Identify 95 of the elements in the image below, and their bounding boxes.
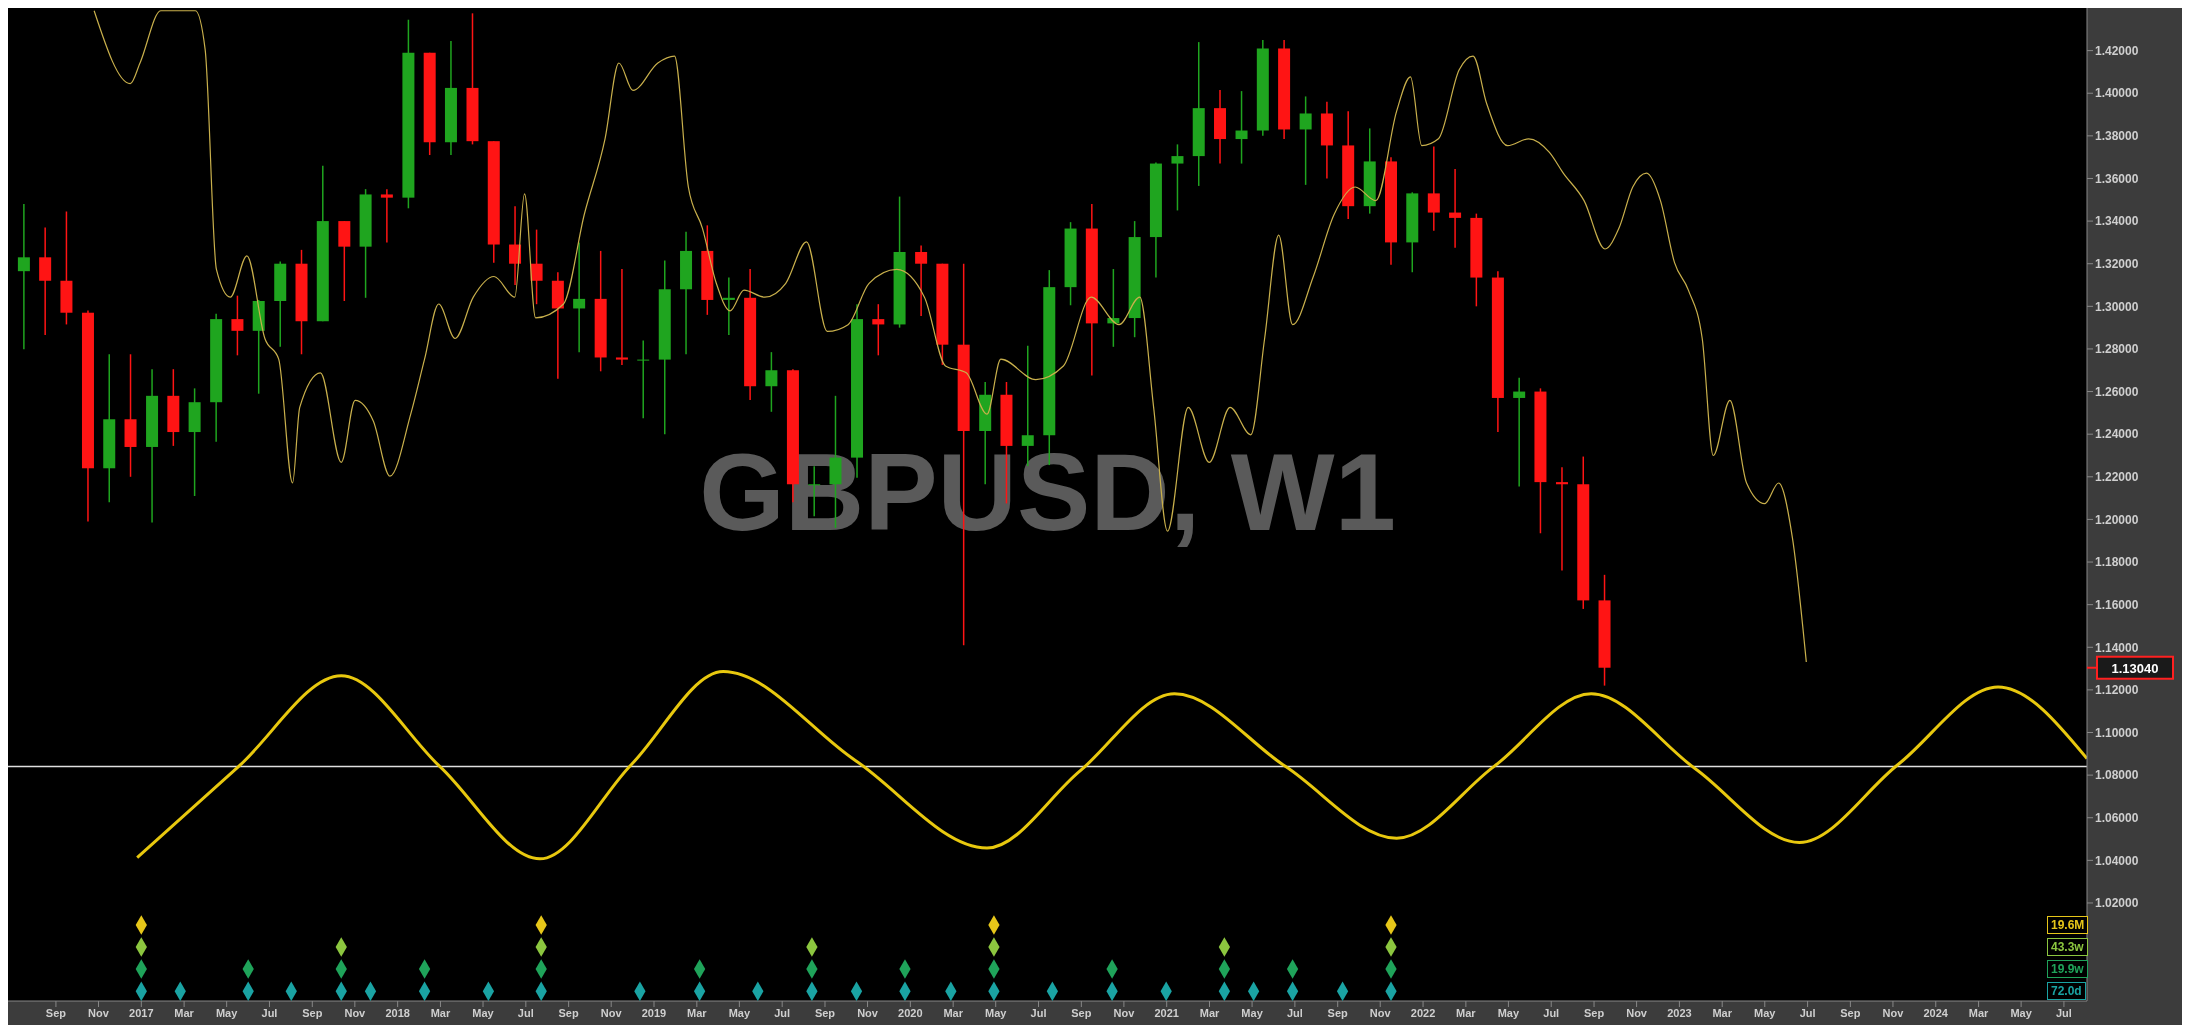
candlestick [722,276,735,336]
candlestick [530,228,543,305]
x-tick-label: May [1241,1006,1264,1019]
x-tick-label: Mar [687,1006,708,1019]
x-tick-label: May [728,1006,751,1019]
y-tick-label: 1.34000 [2095,214,2139,229]
x-tick-label: Mar [1456,1006,1477,1019]
x-tick-label: Mar [430,1006,451,1019]
x-tick-label: 2022 [1410,1006,1436,1019]
y-tick-label: 1.14000 [2095,640,2139,655]
x-tick-label: Sep [1583,1006,1605,1019]
candlestick [380,188,393,244]
y-tick-label: 1.24000 [2095,427,2139,442]
annotation: 43.3w [2047,938,2088,957]
line-series [135,670,2087,861]
x-tick-label: Mar [1199,1006,1221,1019]
x-tick-label: May [1497,1006,1520,1019]
candlestick [39,226,52,336]
candlestick [1513,376,1526,488]
line-series [93,10,1807,663]
x-tick-label: Nov [88,1006,110,1019]
annotation: 72.0d [2047,982,2086,1001]
y-tick-label: 1.20000 [2095,512,2139,527]
text: 1.13040 [2111,660,2159,676]
x-tick-label: Sep [814,1006,836,1019]
x-tick-label: May [985,1006,1008,1019]
y-tick-label: 1.16000 [2095,597,2139,612]
y-tick-label: 1.32000 [2095,256,2139,271]
x-tick-label: Sep [1071,1006,1092,1019]
x-tick-label: Jul [2055,1006,2072,1019]
x-tick-label: Mar [1968,1006,1990,1019]
x-tick-label: Jul [261,1006,278,1019]
x-tick-label: May [2010,1006,2033,1019]
x-tick-label: Mar [174,1006,195,1019]
x-tick-label: Mar [1712,1006,1733,1019]
x-tick-label: May [1754,1006,1777,1019]
annotation: 19.9w [2047,960,2088,979]
candlestick [231,294,244,357]
y-tick-label: 1.42000 [2095,43,2139,58]
x-tick-label: Nov [1626,1006,1648,1019]
candlestick [17,203,30,351]
candlestick [765,351,778,413]
x-tick-label: Nov [344,1006,367,1019]
x-tick-label: Sep [1327,1006,1349,1019]
x-tick-label: Jul [1543,1006,1560,1019]
x-tick-label: 2018 [385,1006,410,1019]
x-tick-label: 2024 [1923,1006,1949,1019]
y-tick-label: 1.10000 [2095,725,2139,740]
x-tick-label: Nov [857,1006,879,1019]
candlestick [872,303,885,357]
x-tick-label: Jul [1286,1006,1303,1019]
y-tick-label: 1.04000 [2095,853,2139,868]
y-tick-label: 1.28000 [2095,342,2139,357]
x-tick-label: May [215,1006,239,1019]
candlestick [637,339,650,419]
candlestick [1427,145,1440,232]
x-tick-label: Sep [558,1006,579,1019]
annotation: 19.6M [2047,915,2089,934]
x-tick-label: Jul [517,1006,534,1019]
x-tick-label: Nov [600,1006,623,1019]
candlestick [615,268,628,366]
candlestick [1299,95,1312,186]
x-tick-label: Nov [1882,1006,1905,1019]
y-tick-label: 1.02000 [2095,896,2139,911]
x-tick-label: Nov [1369,1006,1392,1019]
candlestick [1235,90,1248,165]
x-tick-label: 2021 [1154,1006,1179,1019]
candlestick [1449,168,1462,249]
x-tick-label: Mar [943,1006,964,1019]
x-tick-label: May [472,1006,495,1019]
x-tick-label: Jul [1030,1006,1047,1019]
x-tick-label: Sep [45,1006,67,1019]
x-tick-label: Nov [1113,1006,1136,1019]
candlestick [573,241,586,353]
x-tick-label: Jul [1799,1006,1816,1019]
y-tick-label: 1.40000 [2095,86,2139,101]
x-tick-label: 2023 [1667,1006,1692,1019]
y-tick-label: 1.36000 [2095,171,2139,186]
y-tick-label: 1.12000 [2095,683,2139,698]
y-tick-label: 1.06000 [2095,811,2139,825]
x-tick-label: Sep [1840,1006,1861,1019]
candlestick [1171,143,1184,212]
y-tick-label: 1.08000 [2095,768,2139,783]
y-tick-label: 1.18000 [2095,555,2139,570]
y-tick-label: 1.38000 [2095,129,2139,144]
x-tick-label: 2019 [641,1006,667,1019]
candlestick [1555,466,1568,572]
x-tick-label: 2020 [898,1006,923,1019]
x-tick-label: 2017 [129,1006,154,1019]
x-tick-label: Jul [774,1006,791,1019]
y-tick-label: 1.30000 [2095,299,2139,314]
candlestick [915,244,928,317]
x-tick-label: Sep [302,1006,323,1019]
y-tick-label: 1.26000 [2095,384,2139,399]
y-tick-label: 1.22000 [2095,470,2139,485]
